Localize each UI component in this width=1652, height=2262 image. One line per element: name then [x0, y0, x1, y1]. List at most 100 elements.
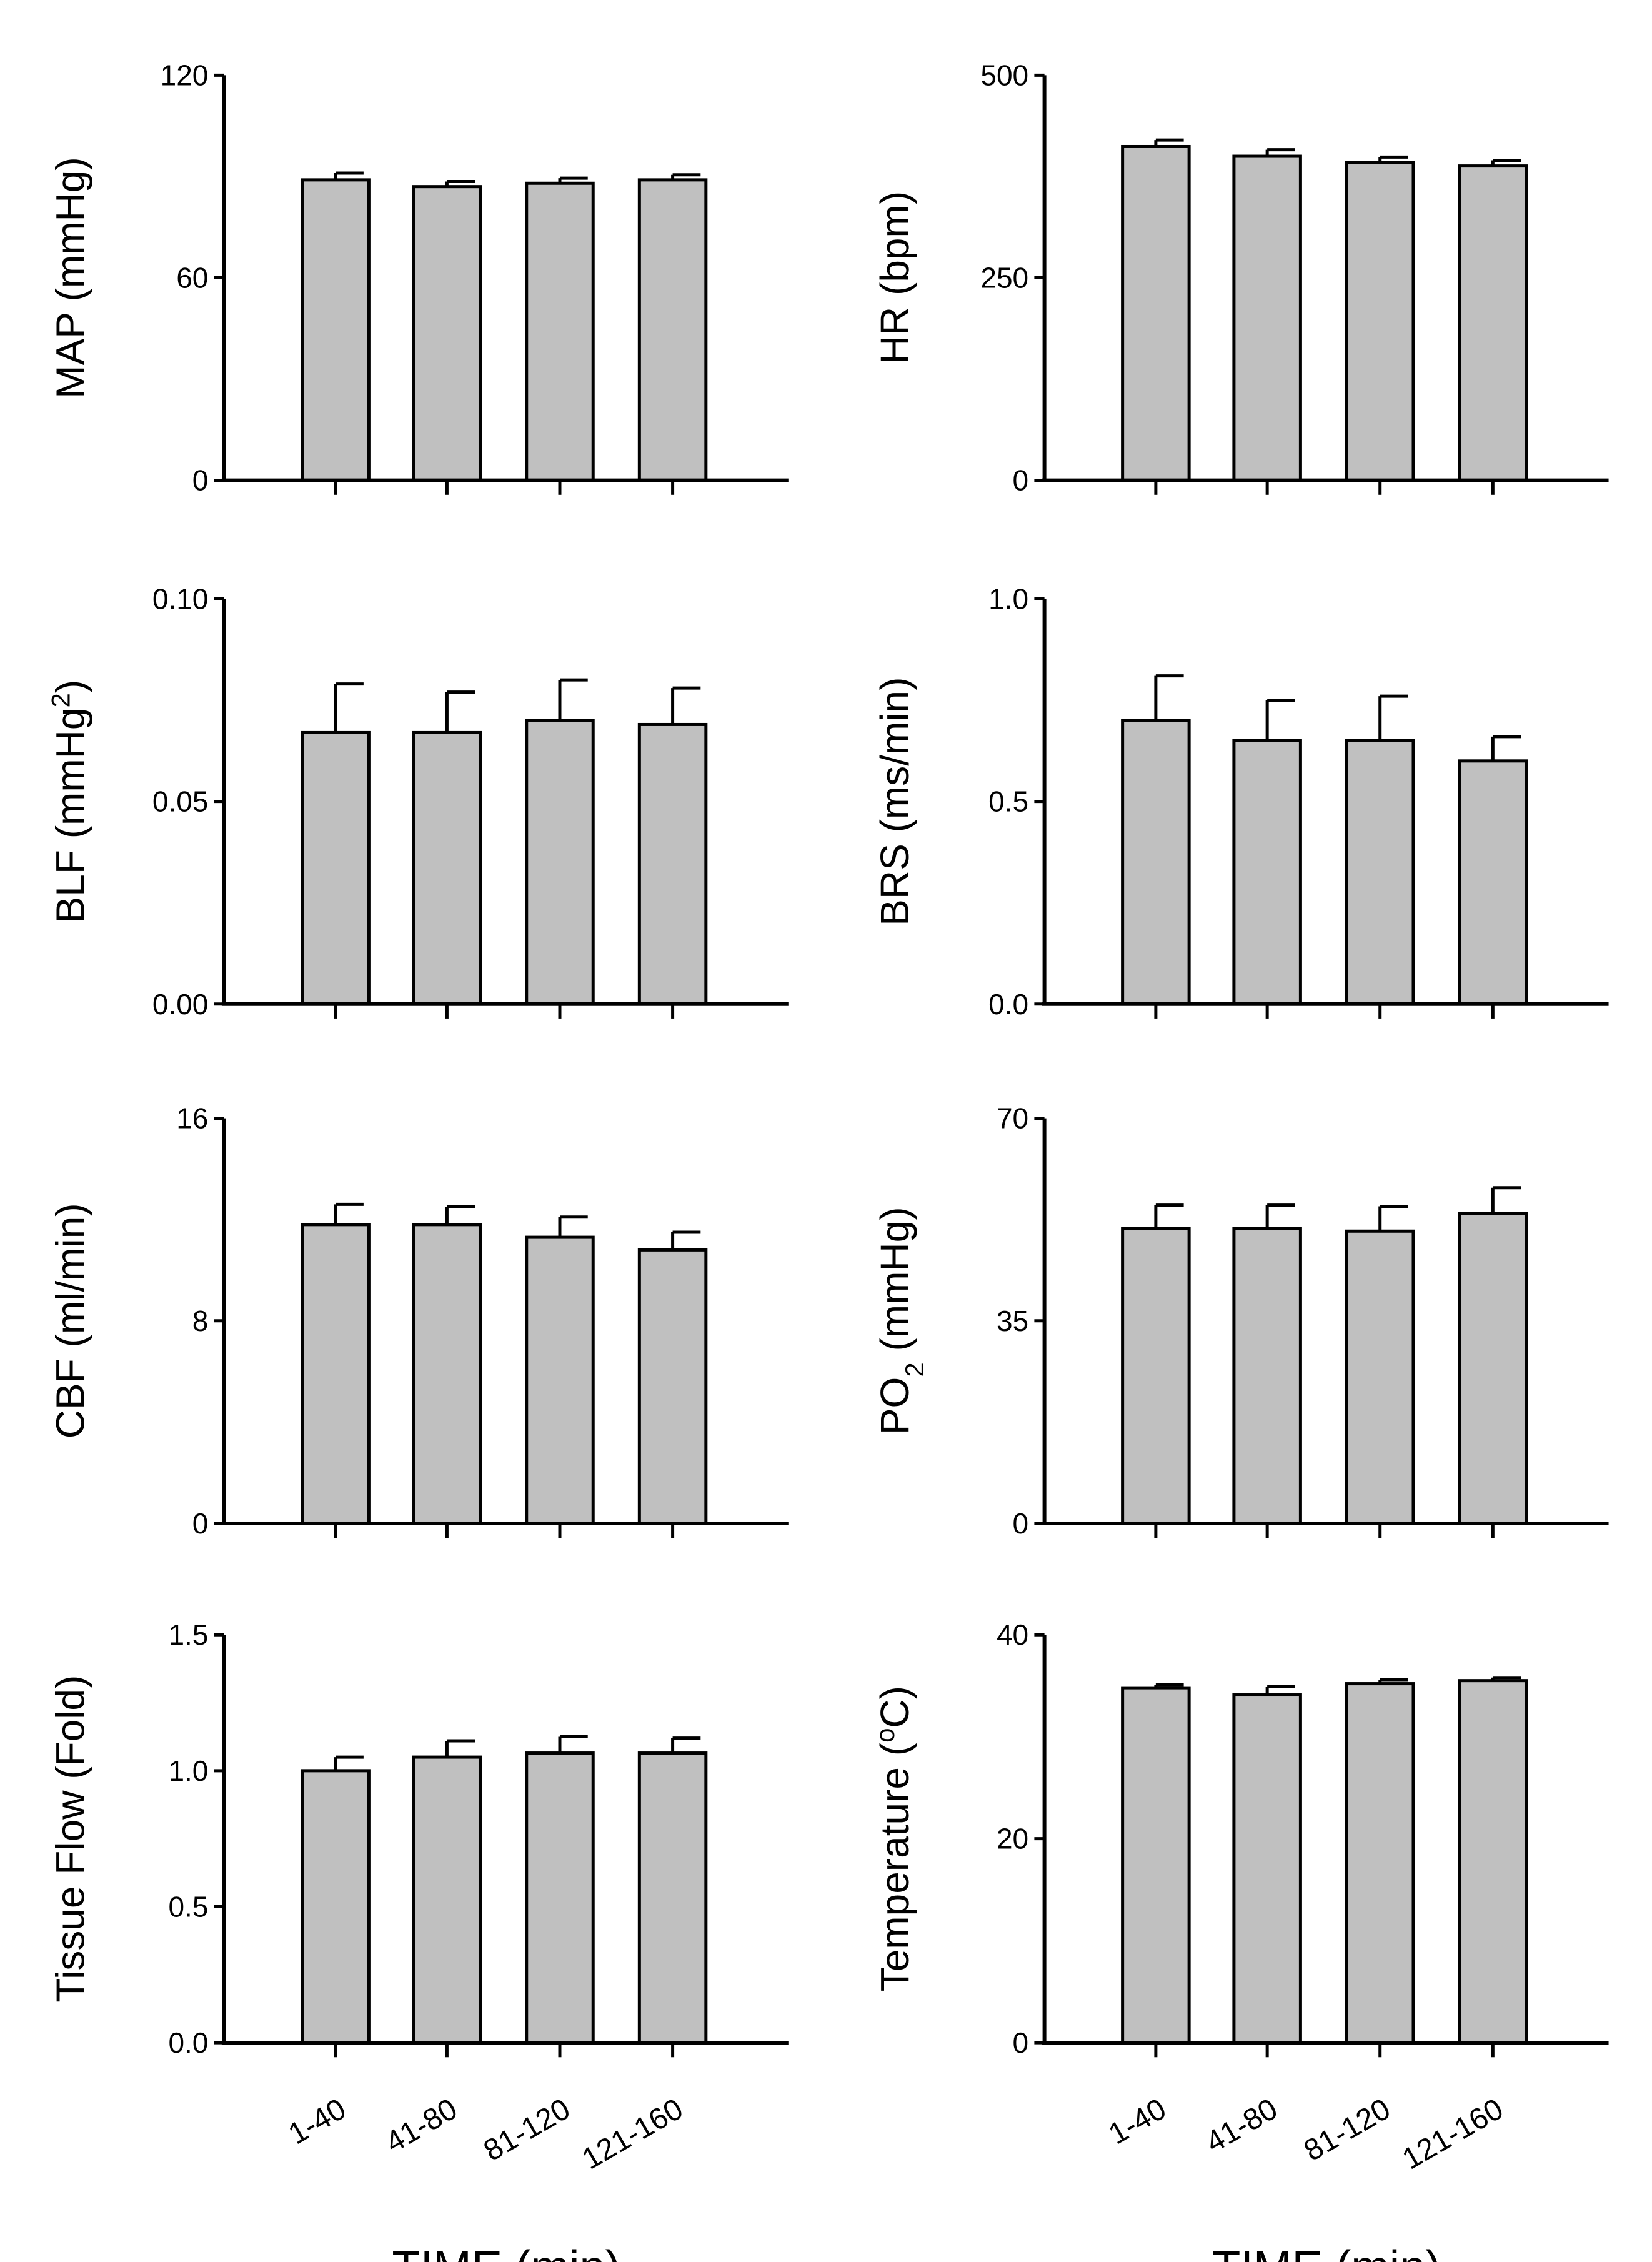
x-category-label: 1-40	[283, 2093, 352, 2151]
error-bar-121-160	[671, 1736, 701, 1753]
bar-81-120	[525, 1235, 595, 1525]
bar-121-160	[1458, 1679, 1528, 2045]
y-axis-title-part: CBF (ml/min)	[47, 1203, 92, 1438]
y-axis-title-part: C)	[872, 1686, 917, 1728]
x-category-label: 121-160	[1397, 2093, 1509, 2176]
y-axis-title-part: (mmHg)	[872, 1207, 917, 1362]
bar-121-160	[637, 178, 708, 482]
bar-121-160	[637, 722, 708, 1006]
y-tick-label: 0	[192, 464, 209, 497]
error-bar-81-120	[1378, 155, 1408, 163]
error-bar-81-120	[558, 678, 588, 720]
error-bar-41-80	[1265, 699, 1295, 741]
x-category-label: 1-40	[1103, 2093, 1172, 2151]
error-bar-121-160	[671, 1230, 701, 1250]
y-tick-label: 0.5	[168, 1890, 208, 1923]
bar-1-40	[1121, 1686, 1191, 2045]
y-tick-label: 500	[980, 59, 1028, 91]
y-axis-title: PO2 (mmHg)	[872, 1207, 929, 1435]
error-bar-1-40	[1154, 1203, 1184, 1228]
chart-panel-2: 0 250 500 HR (bpm)	[872, 59, 1609, 497]
y-axis-title: BRS (ms/min)	[872, 677, 917, 926]
error-bar-1-40	[1154, 1683, 1184, 1688]
chart-panel-3: 0.00 0.05 0.10 BLF (mmHg2)	[46, 583, 789, 1020]
bar-41-80	[412, 185, 482, 482]
error-bar-121-160	[671, 686, 701, 725]
bar-121-160	[637, 1248, 708, 1525]
bar-41-80	[1232, 739, 1302, 1006]
y-tick-label: 40	[997, 1618, 1028, 1651]
x-category-label: 81-120	[479, 2093, 576, 2168]
error-bar-41-80	[445, 1205, 475, 1225]
bar-41-80	[412, 1755, 482, 2045]
x-axis-title: TIME (min)	[392, 2241, 620, 2262]
error-bar-41-80	[445, 690, 475, 733]
y-axis-title-part: )	[47, 680, 92, 693]
y-axis-title: BLF (mmHg2)	[46, 680, 93, 924]
x-category-label: 121-160	[577, 2093, 689, 2176]
error-bar-1-40	[334, 171, 364, 180]
error-bar-1-40	[334, 1202, 364, 1225]
bar-1-40	[301, 730, 371, 1006]
chart-panel-8: 0 20 40 Temperature (oC) 1-40 41-80 81-120 121-…	[870, 1618, 1609, 2262]
error-bar-121-160	[671, 173, 701, 180]
y-tick-label: 16	[176, 1102, 208, 1135]
bar-81-120	[525, 719, 595, 1006]
y-tick-label: 0	[1013, 1507, 1029, 1540]
y-tick-label: 0	[192, 1507, 209, 1540]
y-axis-title-part: BRS (ms/min)	[872, 677, 917, 926]
bar-41-80	[1232, 154, 1302, 482]
y-tick-label: 1.0	[988, 583, 1028, 615]
bar-121-160	[637, 1751, 708, 2045]
x-category-label: 81-120	[1298, 2093, 1396, 2168]
error-bar-41-80	[445, 180, 475, 187]
bar-121-160	[1458, 1212, 1528, 1525]
error-bar-41-80	[1265, 1203, 1295, 1228]
y-axis-title-part: 2	[46, 693, 75, 707]
x-axis-title: TIME (min)	[1212, 2241, 1441, 2262]
error-bar-121-160	[1491, 735, 1521, 761]
bar-1-40	[301, 1223, 371, 1525]
y-tick-label: 8	[192, 1305, 209, 1337]
error-bar-1-40	[1154, 674, 1184, 720]
y-axis-title-part: 2	[899, 1362, 928, 1377]
chart-panel-4: 0.0 0.5 1.0 BRS (ms/min)	[872, 583, 1609, 1020]
y-axis-title-part: MAP (mmHg)	[47, 157, 92, 398]
y-tick-label: 0.5	[988, 785, 1028, 818]
y-axis-title-part: HR (bpm)	[872, 191, 917, 364]
y-tick-label: 0.00	[152, 988, 209, 1020]
bar-1-40	[1121, 144, 1191, 482]
chart-panel-7: 0.0 0.5 1.0 1.5 Tissue Flow (Fold) 1-40 41-80 8…	[47, 1618, 789, 2262]
error-bar-81-120	[1378, 1204, 1408, 1232]
y-axis-title-part: Temperature (	[872, 1743, 917, 1991]
y-axis-title: HR (bpm)	[872, 191, 917, 364]
error-bar-41-80	[1265, 148, 1295, 157]
error-bar-121-160	[1491, 1676, 1521, 1681]
x-category-label: 41-80	[1200, 2093, 1283, 2160]
bar-1-40	[301, 178, 371, 482]
y-axis-title: MAP (mmHg)	[47, 157, 92, 398]
bar-1-40	[1121, 1227, 1191, 1525]
bar-1-40	[301, 1769, 371, 2045]
error-bar-81-120	[558, 176, 588, 184]
error-bar-121-160	[1491, 1186, 1521, 1214]
error-bar-81-120	[558, 1215, 588, 1238]
y-axis-title: Temperature (oC)	[870, 1686, 917, 1991]
y-tick-label: 120	[161, 59, 209, 91]
bar-41-80	[1232, 1693, 1302, 2045]
x-category-label: 41-80	[380, 2093, 463, 2160]
y-tick-label: 250	[980, 262, 1028, 294]
y-tick-label: 20	[997, 1823, 1028, 1855]
error-bar-41-80	[1265, 1685, 1295, 1695]
y-tick-label: 0	[1013, 2026, 1029, 2059]
bar-41-80	[412, 1223, 482, 1525]
y-tick-label: 1.0	[168, 1755, 208, 1787]
chart-panel-6: 0 35 70 PO2 (mmHg)	[872, 1102, 1609, 1540]
error-bar-81-120	[1378, 694, 1408, 741]
bar-41-80	[1232, 1227, 1302, 1525]
error-bar-1-40	[334, 682, 364, 733]
error-bar-41-80	[445, 1739, 475, 1758]
bar-81-120	[525, 181, 595, 482]
y-tick-label: 0	[1013, 464, 1029, 497]
error-bar-121-160	[1491, 159, 1521, 166]
